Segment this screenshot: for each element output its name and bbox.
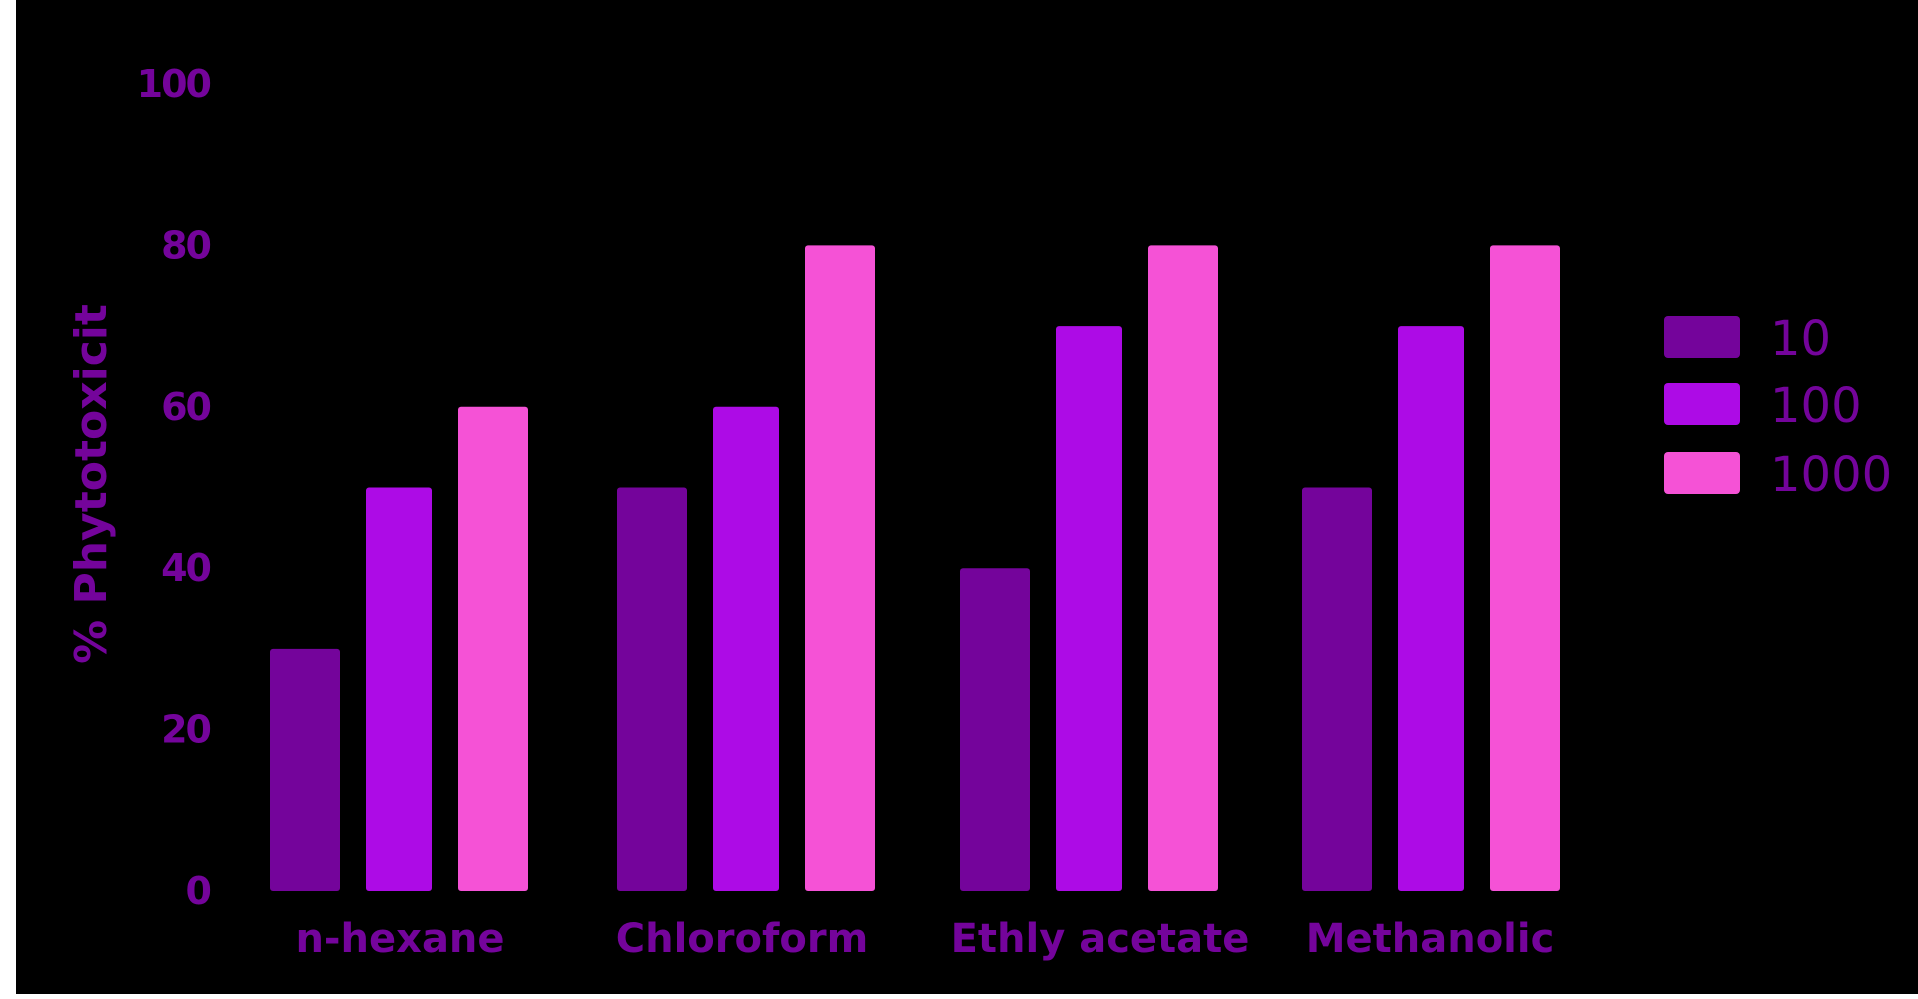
bar-methanolic-10 <box>1302 487 1372 891</box>
bars <box>270 245 1560 892</box>
x-tick-label: Chloroform <box>616 916 869 962</box>
bar-ethly-acetate-1000 <box>1148 245 1218 891</box>
y-tick-label: 20 <box>161 708 210 752</box>
bar-n-hexane-1000 <box>458 406 528 891</box>
x-axis-ticks: n-hexane Chloroform Ethly acetate Methanoli… <box>295 916 1554 962</box>
legend-swatch <box>1664 383 1740 425</box>
legend-swatch <box>1664 452 1740 494</box>
x-tick-label: Ethly acetate <box>951 916 1250 962</box>
legend-swatch <box>1664 316 1740 358</box>
y-tick-label: 0 <box>186 869 211 913</box>
y-axis-ticks: 0 20 40 60 80 100 <box>137 62 213 913</box>
bar-n-hexane-10 <box>270 648 340 891</box>
legend-label: 100 <box>1770 378 1862 434</box>
y-tick-label: 100 <box>137 62 211 106</box>
bar-ethly-acetate-100 <box>1056 326 1122 892</box>
bar-methanolic-1000 <box>1490 245 1560 891</box>
y-tick-label: 80 <box>161 223 210 267</box>
y-tick-label: 40 <box>161 546 210 590</box>
x-tick-label: Methanolic <box>1306 916 1555 962</box>
y-tick-label: 60 <box>161 385 210 429</box>
bar-chloroform-10 <box>617 487 687 891</box>
bar-n-hexane-100 <box>366 487 432 891</box>
legend-label: 10 <box>1770 311 1831 367</box>
x-tick-label: n-hexane <box>295 916 504 962</box>
legend-label: 1000 <box>1770 447 1892 503</box>
bar-methanolic-100 <box>1398 326 1464 892</box>
bar-chloroform-100 <box>713 406 779 891</box>
bar-ethly-acetate-10 <box>960 568 1030 891</box>
bar-chloroform-1000 <box>805 245 875 891</box>
legend: 10 100 1000 <box>1664 311 1892 503</box>
y-axis-title: % Phytotoxicit <box>66 304 117 664</box>
